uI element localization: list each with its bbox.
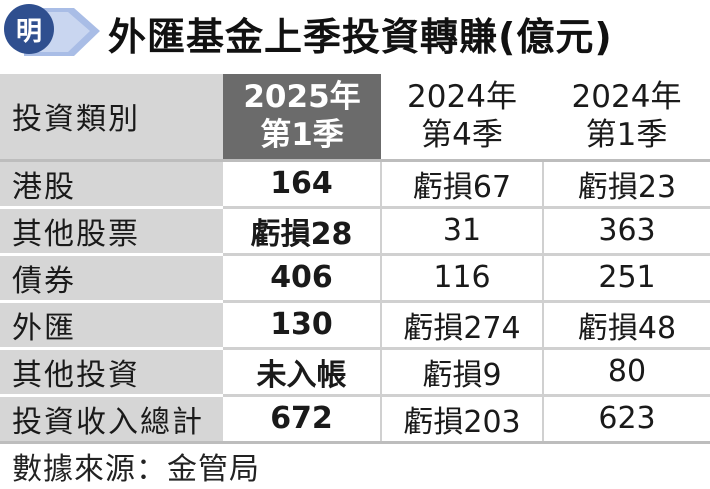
column-header-2025q1: 2025年 第1季: [223, 74, 381, 160]
table-cell: 虧損67: [380, 158, 543, 207]
table-cell: 虧損203: [380, 393, 543, 444]
table-cell: 未入帳: [223, 346, 381, 395]
row-label: 其他投資: [0, 346, 223, 395]
table-header-row: 投資類別 2025年 第1季 2024年 第4季 2024年 第1季: [0, 74, 710, 160]
column-header-2024q1: 2024年 第1季: [543, 74, 710, 160]
column-header-line1: 2025年: [243, 79, 361, 116]
row-label: 港股: [0, 158, 223, 207]
column-header-line2: 第1季: [585, 117, 668, 154]
column-header-line1: 2024年: [571, 79, 682, 116]
source-note: 數據來源：金管局: [12, 452, 260, 487]
table-row: 其他投資 未入帳 虧損9 80: [0, 346, 710, 395]
row-label: 債券: [0, 252, 223, 301]
column-header-2024q4: 2024年 第4季: [381, 74, 543, 160]
logo-badge: 明: [4, 4, 54, 54]
table-row: 港股 164 虧損67 虧損23: [0, 158, 710, 207]
table-cell: 虧損9: [380, 346, 543, 395]
table-cell: 130: [223, 299, 381, 348]
header: 明 外匯基金上季投資轉賺(億元): [0, 0, 710, 72]
table-cell: 116: [380, 252, 543, 301]
column-header-line2: 第1季: [260, 117, 344, 154]
column-header-line1: 2024年: [407, 79, 517, 116]
table-cell: 406: [223, 252, 381, 301]
table-row: 外匯 130 虧損274 虧損48: [0, 299, 710, 348]
row-label: 投資收入總計: [0, 393, 223, 444]
table-row: 投資收入總計 672 虧損203 623: [0, 393, 710, 444]
logo: 明: [4, 4, 104, 64]
table-row: 債券 406 116 251: [0, 252, 710, 301]
table-cell: 虧損48: [542, 299, 710, 348]
investment-table: 投資類別 2025年 第1季 2024年 第4季 2024年 第1季 港股 16…: [0, 74, 710, 444]
table-cell: 虧損23: [542, 158, 710, 207]
table-cell: 251: [542, 252, 710, 301]
table-cell: 363: [542, 205, 710, 254]
table-row: 其他股票 虧損28 31 363: [0, 205, 710, 254]
table-cell: 623: [542, 393, 710, 444]
table-cell: 672: [223, 393, 381, 444]
table-cell: 164: [223, 158, 381, 207]
page-title: 外匯基金上季投資轉賺(億元): [108, 15, 613, 59]
table-cell: 80: [542, 346, 710, 395]
table-cell: 31: [380, 205, 543, 254]
table-cell: 虧損274: [380, 299, 543, 348]
row-label: 外匯: [0, 299, 223, 348]
column-header-line2: 第4季: [421, 117, 503, 154]
corner-label: 投資類別: [0, 74, 223, 160]
row-label: 其他股票: [0, 205, 223, 254]
table-cell: 虧損28: [223, 205, 381, 254]
